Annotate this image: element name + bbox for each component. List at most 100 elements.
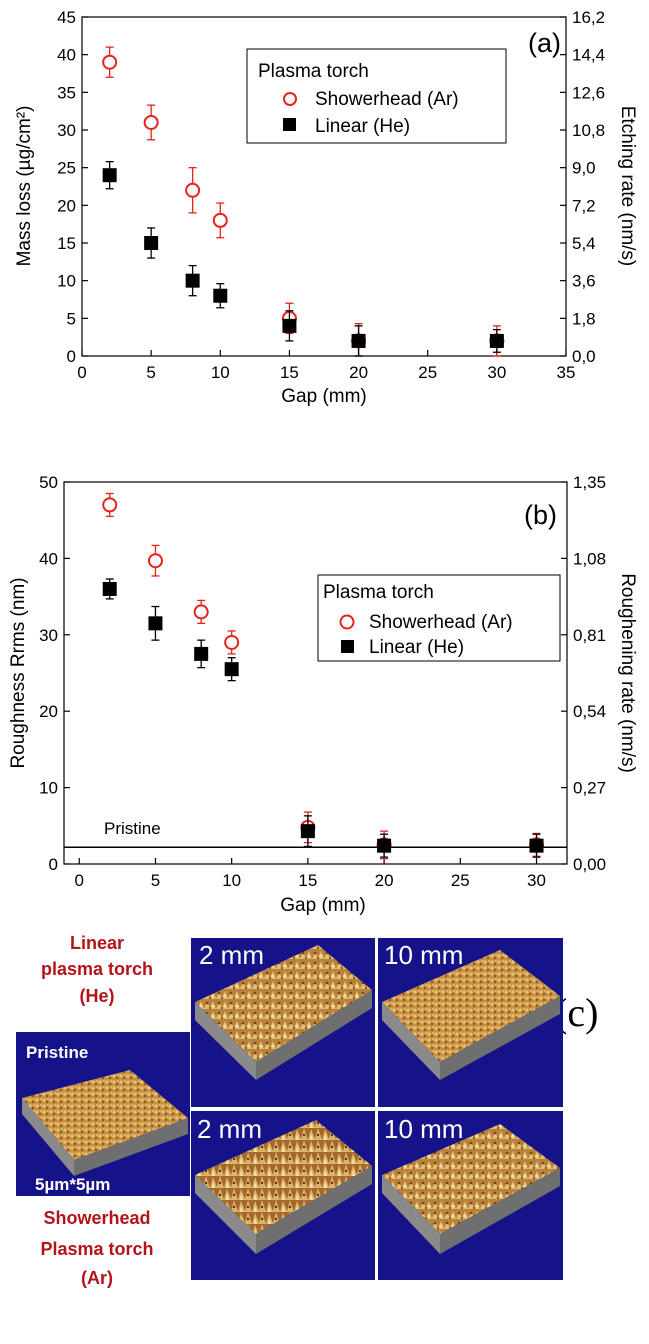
chart-b-point-linear [148, 616, 163, 631]
showerhead-caption-line-1: Showerhead [43, 1208, 150, 1228]
chart-a-legend-label-showerhead: Showerhead (Ar) [315, 89, 459, 110]
chart-b-xlabel: Gap (mm) [280, 895, 366, 916]
chart-a-frame [81, 16, 567, 357]
afm-tile-showerhead-2mm: 2 mm [191, 1111, 375, 1280]
tile-label-linear-2mm: 2 mm [199, 940, 264, 970]
chart-a-xtick-label: 15 [280, 363, 299, 382]
linear-caption-line-1: Linear [70, 933, 124, 953]
afm-tile-linear-10mm: 10 mm [378, 938, 563, 1107]
chart-b-y2tick-label: 0,27 [573, 779, 606, 798]
chart-a-y2tick-label: 10,8 [572, 121, 605, 140]
chart-a-ytick-label: 5 [67, 309, 76, 328]
chart-a-xtick-label: 20 [349, 363, 368, 382]
chart-a-xtick-label: 35 [557, 363, 576, 382]
scale-label: 5µm*5µm [35, 1175, 110, 1194]
chart-b-ylabel: Roughness Rrms (nm) [8, 577, 29, 768]
chart-a-y2tick-label: 14,4 [572, 46, 605, 65]
tile-label-linear-10mm: 10 mm [384, 940, 463, 970]
chart-a-ylabel: Mass loss (µg/cm²) [14, 106, 35, 267]
chart-a-y2tick-label: 9,0 [572, 159, 596, 178]
chart-b-ticks: 0 5 10 15 20 25 30 0 10 20 30 40 50 0,00 0,27 0,54 0,81 1… [39, 473, 606, 890]
chart-a-ytick-label: 15 [57, 234, 76, 253]
chart-b-point-showerhead [224, 634, 240, 650]
chart-b-pristine-label: Pristine [104, 819, 161, 838]
showerhead-caption-line-2: Plasma torch [40, 1239, 153, 1259]
chart-a-point-linear [102, 168, 117, 183]
chart-b-ytick-label: 20 [39, 702, 58, 721]
afm-tile-linear-2mm: 2 mm [191, 938, 375, 1107]
chart-a-ytick-label: 20 [57, 196, 76, 215]
chart-b-point-linear [102, 581, 117, 596]
chart-b-legend-label-showerhead: Showerhead (Ar) [369, 612, 513, 633]
pristine-label: Pristine [26, 1043, 88, 1062]
chart-a-y2tick-label: 3,6 [572, 272, 596, 291]
chart-b-xtick-label: 20 [375, 871, 394, 890]
linear-caption: Linear plasma torch (He) [41, 933, 153, 1006]
chart-a-y2tick-label: 16,2 [572, 8, 605, 27]
chart-b-y2tick-label: 1,08 [573, 549, 606, 568]
chart-b-legend-title: Plasma torch [323, 582, 434, 603]
linear-caption-line-2: plasma torch [41, 959, 153, 979]
chart-b-legend-box [317, 574, 561, 662]
chart-a-xtick-label: 0 [77, 363, 86, 382]
chart-a-point-linear [185, 273, 200, 288]
chart-a-point-showerhead [102, 54, 118, 70]
chart-b-y2tick-label: 0,81 [573, 626, 606, 645]
chart-a-ytick-label: 10 [57, 272, 76, 291]
chart-a-legend-title: Plasma torch [258, 61, 369, 82]
chart-a-y2tick-label: 1,8 [572, 309, 596, 328]
chart-a-panel-label: (a) [528, 28, 561, 58]
chart-a-y2label: Etching rate (nm/s) [617, 106, 638, 267]
chart-b-frame [63, 481, 568, 865]
chart-b-legend-marker-showerhead [339, 614, 355, 630]
chart-b-xtick-label: 30 [527, 871, 546, 890]
chart-a-legend-marker-showerhead [283, 92, 297, 106]
chart-b-ytick-label: 40 [39, 549, 58, 568]
chart-a-y2tick-label: 5,4 [572, 234, 596, 253]
afm-tile-showerhead-10mm: 10 mm [378, 1111, 563, 1280]
chart-b-point-linear [300, 824, 315, 839]
chart-b-point-showerhead [147, 553, 163, 569]
chart-b-legend-label-linear: Linear (He) [369, 637, 464, 658]
chart-b-point-showerhead [193, 604, 209, 620]
chart-b-legend-marker-linear [341, 640, 354, 653]
chart-a-point-linear [282, 318, 297, 333]
chart-b-ytick-label: 30 [39, 626, 58, 645]
chart-b-xtick-label: 10 [222, 871, 241, 890]
chart-b-point-showerhead [102, 497, 118, 513]
chart-a-ytick-label: 0 [67, 347, 76, 366]
showerhead-caption-line-3: (Ar) [81, 1268, 113, 1288]
chart-a-point-linear [489, 333, 504, 348]
chart-b-point-linear [194, 646, 209, 661]
chart-b-ytick-label: 10 [39, 779, 58, 798]
chart-b-y2label: Roughening rate (nm/s) [617, 573, 638, 773]
chart-b-xtick-label: 5 [151, 871, 160, 890]
chart-a-point-linear [213, 288, 228, 303]
chart-b-y2tick-label: 0,54 [573, 702, 606, 721]
tile-label-showerhead-10mm: 10 mm [384, 1114, 463, 1144]
chart-b-legend: Plasma torch Showerhead (Ar) Linear (He) [317, 574, 561, 662]
chart-b-xtick-label: 25 [451, 871, 470, 890]
chart-b-point-linear [377, 838, 392, 853]
chart-b-y2tick-label: 0,00 [573, 855, 606, 874]
chart-a-legend-label-linear: Linear (He) [315, 116, 410, 137]
tile-label-showerhead-2mm: 2 mm [197, 1114, 262, 1144]
chart-a-legend: Plasma torch Showerhead (Ar) Linear (He) [246, 48, 507, 144]
chart-a-ytick-label: 25 [57, 159, 76, 178]
chart-a-xtick-label: 30 [487, 363, 506, 382]
chart-a-point-linear [351, 333, 366, 348]
chart-b-xtick-label: 0 [75, 871, 84, 890]
chart-b-panel-label: (b) [524, 500, 557, 530]
chart-b-y2tick-label: 1,35 [573, 473, 606, 492]
chart-a-marks [102, 46, 505, 357]
pristine-afm-image: Pristine 5µm*5µm [16, 1032, 190, 1196]
chart-a-xlabel: Gap (mm) [281, 386, 367, 407]
chart-b-ytick-label: 0 [49, 855, 58, 874]
chart-a-ytick-label: 30 [57, 121, 76, 140]
chart-a-legend-marker-linear [283, 118, 296, 131]
chart-a-ticks: 0 5 10 15 20 25 30 35 0 5 10 15 20 25 30 35 40 45 0,0 1,8 3,… [57, 8, 605, 382]
chart-b-xtick-label: 15 [298, 871, 317, 890]
chart-b-point-linear [224, 662, 239, 677]
chart-a: 0 5 10 15 20 25 30 35 0 5 10 15 20 25 30 35 40 45 0,0 1,8 3,… [14, 8, 638, 407]
